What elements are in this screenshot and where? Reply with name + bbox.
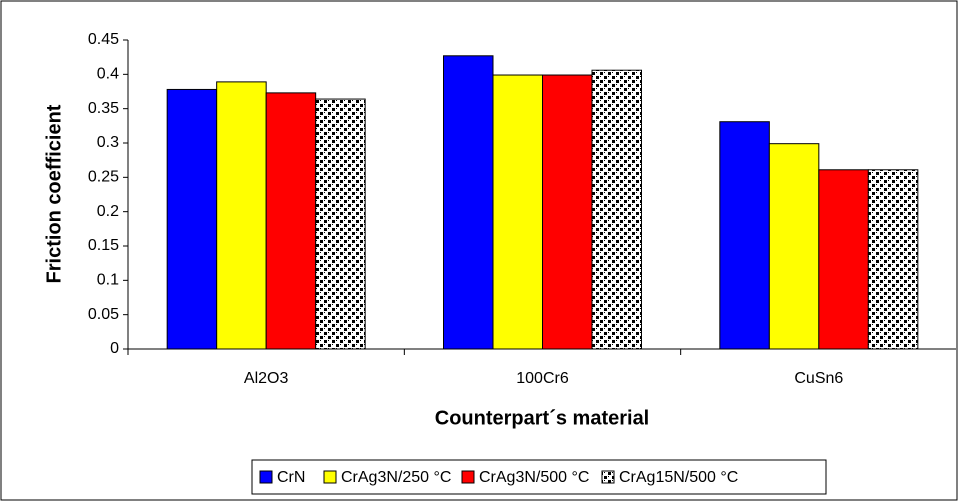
bar — [867, 169, 919, 350]
bar — [443, 55, 494, 350]
y-tick-label: 0.05 — [88, 306, 119, 323]
y-tick-label: 0.4 — [97, 66, 119, 83]
legend-label: CrAg3N/500 °C — [479, 469, 589, 486]
y-tick-label: 0.25 — [88, 169, 119, 186]
y-tick-label: 0 — [110, 340, 119, 357]
x-tick-label: Al2O3 — [244, 370, 289, 387]
bar — [591, 69, 642, 350]
bar — [542, 74, 593, 350]
y-tick-label: 0.35 — [88, 100, 119, 117]
x-axis-title: Counterpart´s material — [435, 407, 650, 429]
legend-label: CrAg15N/500 °C — [619, 469, 738, 486]
y-axis-title: Friction coefficient — [43, 104, 65, 283]
legend-swatch — [601, 470, 615, 484]
bar — [768, 143, 820, 350]
plot-area: 0 0.05 0.1 0.15 0.2 0.25 0.3 0.35 0.4 0.45 Al2O3 10… — [88, 31, 958, 387]
y-tick-label: 0.2 — [97, 203, 119, 220]
legend-swatch — [259, 470, 273, 484]
y-tick-label: 0.3 — [97, 134, 119, 151]
legend-swatch — [323, 470, 337, 484]
y-tick-label: 0.45 — [88, 31, 119, 48]
x-tick-label: CuSn6 — [794, 370, 843, 387]
legend-label: CrN — [277, 469, 305, 486]
bar — [719, 121, 770, 350]
bar — [492, 74, 543, 350]
bar — [216, 81, 267, 350]
legend: CrN CrAg3N/250 °C CrAg3N/500 °C CrAg15N/500… — [251, 459, 827, 495]
legend-swatch — [461, 470, 475, 484]
y-tick-label: 0.15 — [88, 237, 119, 254]
legend-box — [251, 459, 827, 495]
bar — [265, 92, 317, 350]
legend-label: CrAg3N/250 °C — [341, 469, 451, 486]
bar — [315, 98, 366, 350]
y-tick-label: 0.1 — [97, 272, 119, 289]
bar — [166, 88, 218, 350]
x-tick-label: 100Cr6 — [516, 370, 569, 387]
bar — [818, 169, 869, 350]
